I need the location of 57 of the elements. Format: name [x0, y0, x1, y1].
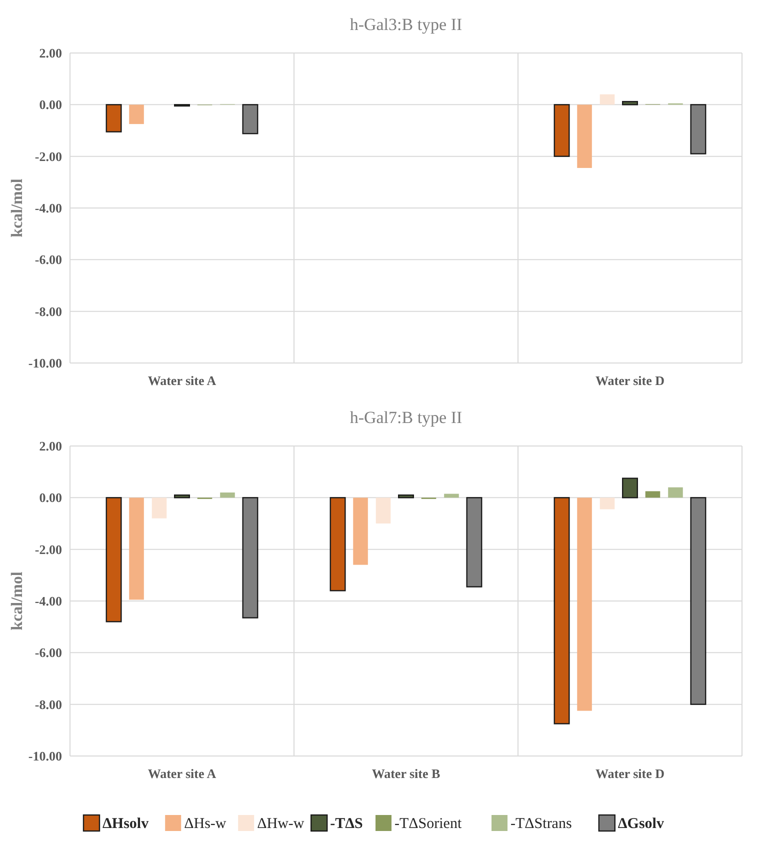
bar — [622, 100, 638, 106]
bar — [129, 104, 144, 124]
legend-label: -TΔSorient — [394, 816, 462, 832]
bar — [466, 497, 482, 588]
legend-label: -TΔStrans — [510, 816, 572, 832]
y-tick-label: -10.00 — [28, 748, 62, 764]
x-tick-label: Water site B — [372, 766, 441, 781]
y-tick-label: -8.00 — [34, 696, 62, 712]
chart-title: h-Gal3:B type II — [350, 15, 463, 34]
bar — [220, 492, 235, 498]
bar — [577, 104, 592, 168]
y-tick-label: -6.00 — [34, 645, 62, 660]
bar — [330, 497, 346, 592]
bar — [242, 104, 258, 134]
chart-title: h-Gal7:B type II — [350, 408, 463, 427]
x-tick-label: Water site A — [148, 766, 217, 781]
y-axis-title: kcal/mol — [9, 178, 26, 238]
bar — [106, 497, 122, 622]
y-tick-label: 0.00 — [39, 490, 62, 506]
y-tick-label: 2.00 — [39, 438, 62, 454]
bar — [577, 498, 592, 711]
bar — [398, 494, 414, 498]
bar — [668, 487, 683, 498]
legend-label: ΔHs-w — [184, 816, 226, 832]
bar — [129, 498, 144, 600]
y-tick-label: -2.00 — [34, 542, 62, 557]
y-tick-label: -2.00 — [34, 148, 62, 164]
bar — [554, 104, 570, 157]
y-tick-label: -10.00 — [28, 356, 62, 371]
x-tick-label: Water site D — [595, 373, 665, 388]
y-axis-title: kcal/mol — [9, 571, 26, 630]
bar — [622, 478, 638, 498]
y-tick-label: -4.00 — [34, 200, 62, 216]
bar — [600, 94, 615, 105]
bar — [376, 498, 391, 524]
bar — [444, 494, 459, 498]
bar — [690, 497, 706, 705]
bar — [106, 104, 122, 132]
legend-label: ΔHw-w — [257, 816, 304, 832]
bar — [645, 491, 660, 498]
bar — [353, 498, 368, 565]
y-tick-label: 0.00 — [39, 97, 62, 112]
x-tick-label: Water site A — [148, 373, 217, 388]
bar — [152, 498, 167, 518]
y-tick-label: 2.00 — [39, 46, 62, 61]
bar — [242, 497, 258, 618]
legend-label: ΔGsolv — [618, 816, 664, 832]
x-tick-label: Water site D — [595, 766, 665, 781]
bar — [554, 497, 570, 724]
bar — [600, 498, 615, 510]
y-tick-label: -8.00 — [34, 304, 62, 319]
bar — [690, 104, 706, 154]
legend-label: ΔHsolv — [102, 816, 150, 832]
y-tick-label: -6.00 — [34, 252, 62, 268]
y-tick-label: -4.00 — [34, 594, 62, 609]
bar — [174, 494, 190, 498]
legend-label: -TΔS — [330, 816, 363, 832]
